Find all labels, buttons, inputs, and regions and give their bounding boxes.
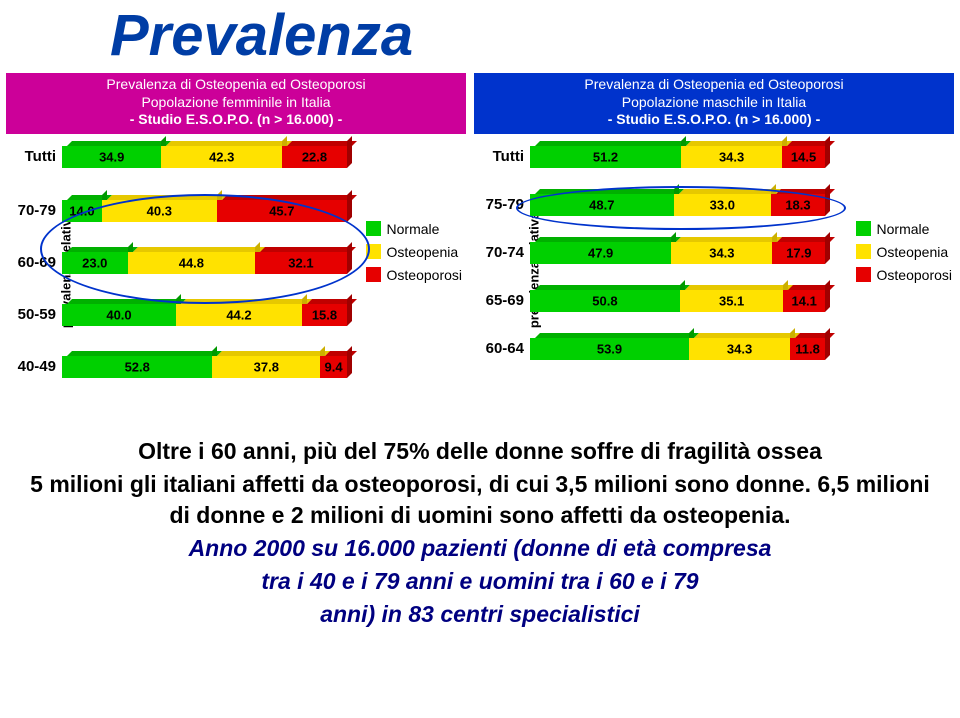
bar-category-label: Tutti [25, 148, 56, 165]
chart-male: Prevalenza di Osteopenia ed Osteoporosi … [474, 73, 954, 406]
legend-item-osteopenia: Osteopenia [856, 244, 952, 260]
chart-female-body: prevalenza relativa Tutti 34.9 42.3 22.8… [6, 134, 466, 406]
legend-label: Osteopenia [387, 244, 459, 260]
legend-item-normale: Normale [856, 221, 952, 237]
bar-category-label: 40-49 [18, 358, 56, 375]
chart-female-title-l2: Popolazione femminile in Italia [10, 94, 462, 112]
legend-item-normale: Normale [366, 221, 462, 237]
chart-female-title-l1: Prevalenza di Osteopenia ed Osteoporosi [10, 76, 462, 94]
body-line-2c: anni) in 83 centri specialistici [30, 599, 930, 630]
chart-male-body: prevalenza relativa Tutti 51.2 34.3 14.5… [474, 134, 954, 406]
bar-row: 70-74 47.9 34.3 17.9 [530, 242, 846, 264]
bar-category-label: 75-79 [486, 196, 524, 213]
bar-category-label: 60-64 [486, 340, 524, 357]
chart-male-title-l3: - Studio E.S.O.P.O. (n > 16.000) - [478, 111, 950, 129]
bar-row: 40-49 52.8 37.8 9.4 [62, 356, 356, 378]
bar-row: 60-64 53.9 34.3 11.8 [530, 338, 846, 360]
legend-male: Normale Osteopenia Osteoporosi [856, 214, 952, 290]
legend-label: Normale [877, 221, 930, 237]
page-title: Prevalenza [110, 2, 960, 69]
bar-category-label: 70-74 [486, 244, 524, 261]
legend-label: Osteoporosi [877, 267, 952, 283]
chart-female-header: Prevalenza di Osteopenia ed Osteoporosi … [6, 73, 466, 134]
body-line-2b: tra i 40 e i 79 anni e uomini tra i 60 e… [30, 566, 930, 597]
bar-row: 60-69 23.0 44.8 32.1 [62, 252, 356, 274]
bar-category-label: 65-69 [486, 292, 524, 309]
chart-male-header: Prevalenza di Osteopenia ed Osteoporosi … [474, 73, 954, 134]
charts-row: Prevalenza di Osteopenia ed Osteoporosi … [0, 73, 960, 406]
chart-female: Prevalenza di Osteopenia ed Osteoporosi … [6, 73, 466, 406]
bar-row: 75-79 48.7 33.0 18.3 [530, 194, 846, 216]
bar-category-label: 70-79 [18, 202, 56, 219]
bar-row: Tutti 34.9 42.3 22.8 [62, 146, 356, 168]
chart-male-title-l2: Popolazione maschile in Italia [478, 94, 950, 112]
bar-row: Tutti 51.2 34.3 14.5 [530, 146, 846, 168]
legend-item-osteoporosi: Osteoporosi [366, 267, 462, 283]
body-line-1: Oltre i 60 anni, più del 75% delle donne… [30, 436, 930, 467]
chart-male-title-l1: Prevalenza di Osteopenia ed Osteoporosi [478, 76, 950, 94]
legend-label: Normale [387, 221, 440, 237]
body-line-1b: 5 milioni gli italiani affetti da osteop… [30, 469, 930, 531]
bars-male: Tutti 51.2 34.3 14.5 75-79 48.7 33.0 [530, 140, 846, 400]
chart-female-title-l3: - Studio E.S.O.P.O. (n > 16.000) - [10, 111, 462, 129]
legend-label: Osteopenia [877, 244, 949, 260]
body-text: Oltre i 60 anni, più del 75% delle donne… [0, 406, 960, 630]
legend-item-osteoporosi: Osteoporosi [856, 267, 952, 283]
bar-row: 70-79 14.0 40.3 45.7 [62, 200, 356, 222]
bars-female: Tutti 34.9 42.3 22.8 70-79 14.0 40.3 [62, 140, 356, 400]
bar-row: 50-59 40.0 44.2 15.8 [62, 304, 356, 326]
bar-category-label: 50-59 [18, 306, 56, 323]
bar-row: 65-69 50.8 35.1 14.1 [530, 290, 846, 312]
legend-label: Osteoporosi [387, 267, 462, 283]
legend-item-osteopenia: Osteopenia [366, 244, 462, 260]
bar-category-label: Tutti [493, 148, 524, 165]
legend-female: Normale Osteopenia Osteoporosi [366, 214, 462, 290]
body-line-2a: Anno 2000 su 16.000 pazienti (donne di e… [30, 533, 930, 564]
bar-category-label: 60-69 [18, 254, 56, 271]
